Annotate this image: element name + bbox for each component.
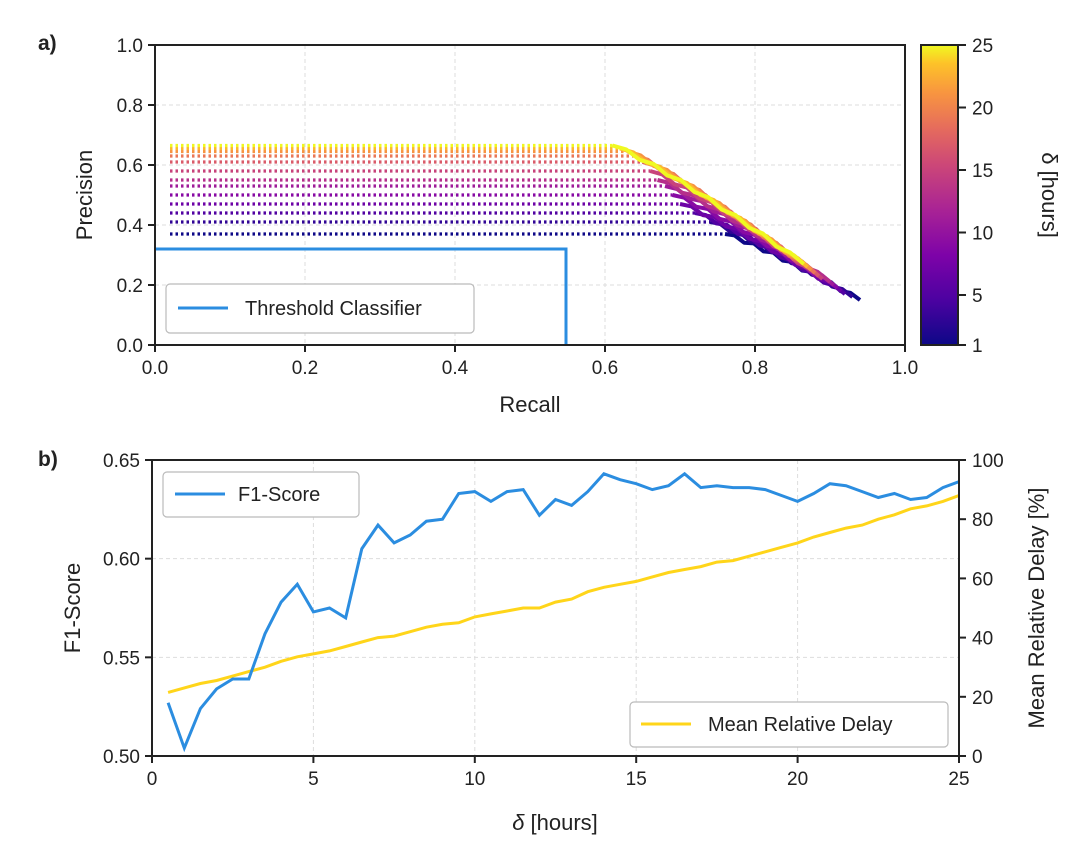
- b-xtick-label: 5: [308, 769, 319, 790]
- legend-box: [165, 283, 475, 334]
- threshold-classifier-line: [155, 247, 568, 345]
- colorbar-tick-label: 5: [972, 286, 983, 307]
- panel-b-ylabel-right: Mean Relative Delay [%]: [1024, 488, 1049, 729]
- b-xtick-label: 0: [147, 769, 158, 790]
- legend-delay: Mean Relative Delay: [629, 701, 949, 748]
- b-ytick-label-right: 60: [972, 569, 993, 590]
- b-ytick-label-left: 0.65: [103, 451, 140, 472]
- a-xtick-label: 0.0: [142, 358, 168, 379]
- b-xtick-label: 10: [464, 769, 485, 790]
- b-ytick-label-right: 100: [972, 451, 1004, 472]
- a-ytick-label: 0.0: [117, 336, 143, 357]
- b-xtick-label: 25: [948, 769, 969, 790]
- a-xtick-label: 0.4: [442, 358, 469, 379]
- a-xtick-label: 0.2: [292, 358, 318, 379]
- legend-f1-box: [162, 471, 360, 518]
- legend-f1: F1-Score: [162, 471, 360, 518]
- panel-a-label: a): [38, 32, 57, 55]
- b-xtick-label: 20: [787, 769, 808, 790]
- a-xtick-label: 0.6: [592, 358, 618, 379]
- a-ytick-label: 0.4: [117, 216, 144, 237]
- b-ytick-label-right: 20: [972, 688, 993, 709]
- a-ytick-label: 0.2: [117, 276, 143, 297]
- b-ytick-label-right: 80: [972, 510, 993, 531]
- mean-relative-delay-line: [167, 494, 959, 694]
- b-ytick-label-left: 0.55: [103, 648, 140, 669]
- colorbar-tick-label: 10: [972, 224, 993, 245]
- panel-a-xlabel: Recall: [499, 392, 560, 417]
- a-ytick-label: 1.0: [117, 36, 143, 57]
- colorbar-tick-label: 15: [972, 161, 993, 182]
- pr-curve-drop-delta-25: [611, 143, 806, 266]
- panel-b: b) 0 5 10 15 20 25 0.50 0.55 0.60 0.65 0 20 40 60 80 10…: [38, 448, 1049, 835]
- a-ytick-label: 0.8: [117, 96, 143, 117]
- b-xtick-label: 15: [626, 769, 647, 790]
- legend-threshold-label: Threshold Classifier: [245, 298, 422, 320]
- colorbar-label: δ [hours]: [1037, 152, 1062, 238]
- a-xtick-label: 0.8: [742, 358, 768, 379]
- panel-b-ylabel-left: F1-Score: [60, 563, 85, 653]
- b-ytick-label-left: 0.50: [103, 747, 140, 768]
- a-xtick-label: 1.0: [892, 358, 918, 379]
- colorbar-tick-label: 1: [972, 336, 983, 357]
- legend-f1-label: F1-Score: [238, 484, 320, 506]
- panel-a-legend: Threshold Classifier: [165, 283, 475, 334]
- panel-b-label: b): [38, 448, 58, 471]
- b-ytick-label-right: 40: [972, 629, 993, 650]
- panel-b-xlabel: δ [hours]: [512, 810, 598, 835]
- legend-delay-box: [629, 701, 949, 748]
- panel-b-frame: [151, 459, 960, 757]
- legend-delay-label: Mean Relative Delay: [708, 714, 893, 736]
- f1-score-line: [166, 471, 959, 753]
- b-ytick-label-right: 0: [972, 747, 983, 768]
- colorbar-gradient: [920, 44, 959, 346]
- b-ytick-label-left: 0.60: [103, 550, 140, 571]
- colorbar-tick-label: 25: [972, 36, 993, 57]
- panel-a-frame: [154, 44, 906, 346]
- panel-a-ticks: 0.0 0.2 0.4 0.6 0.8 1.0 0.0 0.2 0.4 0.6 0.8 1.0: [117, 36, 919, 379]
- panel-b-ticks: 0 5 10 15 20 25 0.50 0.55 0.60 0.65 0 20 40 60 80 100: [103, 451, 1004, 790]
- panel-a: a) 0.0 0.2 0.4 0.6 0.8 1.00.00.20.40.60.81.0 …: [38, 32, 1062, 417]
- panel-a-ylabel: Precision: [72, 150, 97, 240]
- colorbar-tick-label: 20: [972, 99, 993, 120]
- a-ytick-label: 0.6: [117, 156, 143, 177]
- pr-curves: [170, 143, 862, 302]
